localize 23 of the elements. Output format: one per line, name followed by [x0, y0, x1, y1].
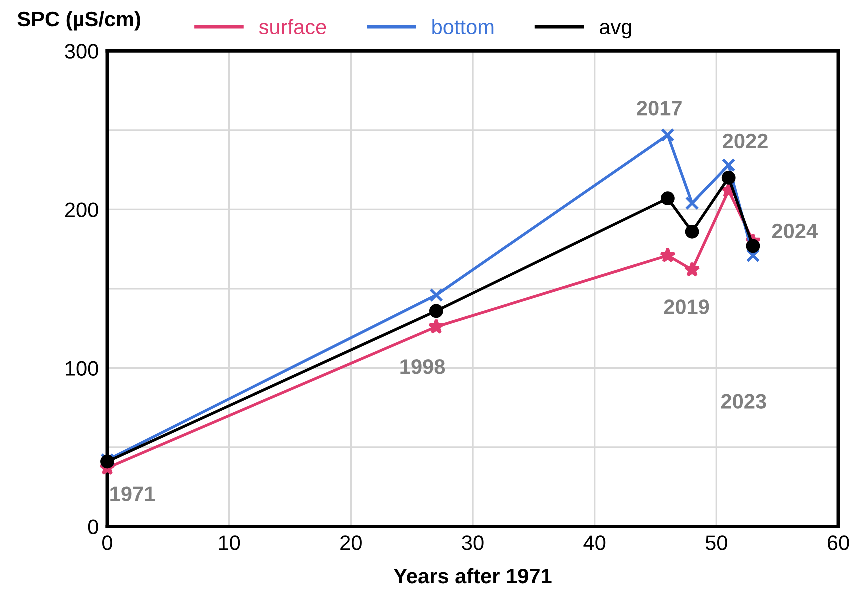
y-tick-label: 100: [66, 361, 98, 376]
x-tick-label: 40: [584, 536, 606, 550]
y-axis-title: SPC (µS/cm): [18, 11, 140, 31]
annotation: 2022: [723, 134, 768, 149]
annotation: 1971: [110, 486, 156, 502]
x-tick-label: 0: [102, 536, 112, 550]
x-axis-title: Years after 1971: [394, 568, 552, 584]
y-tick-label: 300: [65, 44, 98, 59]
legend-label: avg: [600, 23, 632, 39]
x-tick-label: 50: [706, 536, 728, 550]
x-tick-label: 60: [828, 536, 850, 550]
y-tick-label: 0: [88, 520, 98, 535]
legend-label: bottom: [432, 19, 494, 35]
x-tick-label: 10: [219, 536, 240, 550]
annotation: 1998: [400, 360, 446, 374]
legend-label: surface: [259, 19, 326, 35]
annotation: 2019: [664, 300, 710, 314]
annotation: 2023: [721, 394, 766, 409]
annotation: 2024: [772, 224, 818, 239]
annotation: 2017: [637, 101, 682, 116]
x-tick-label: 20: [340, 536, 362, 550]
y-tick-label: 200: [65, 202, 98, 218]
x-tick-label: 30: [462, 536, 484, 550]
